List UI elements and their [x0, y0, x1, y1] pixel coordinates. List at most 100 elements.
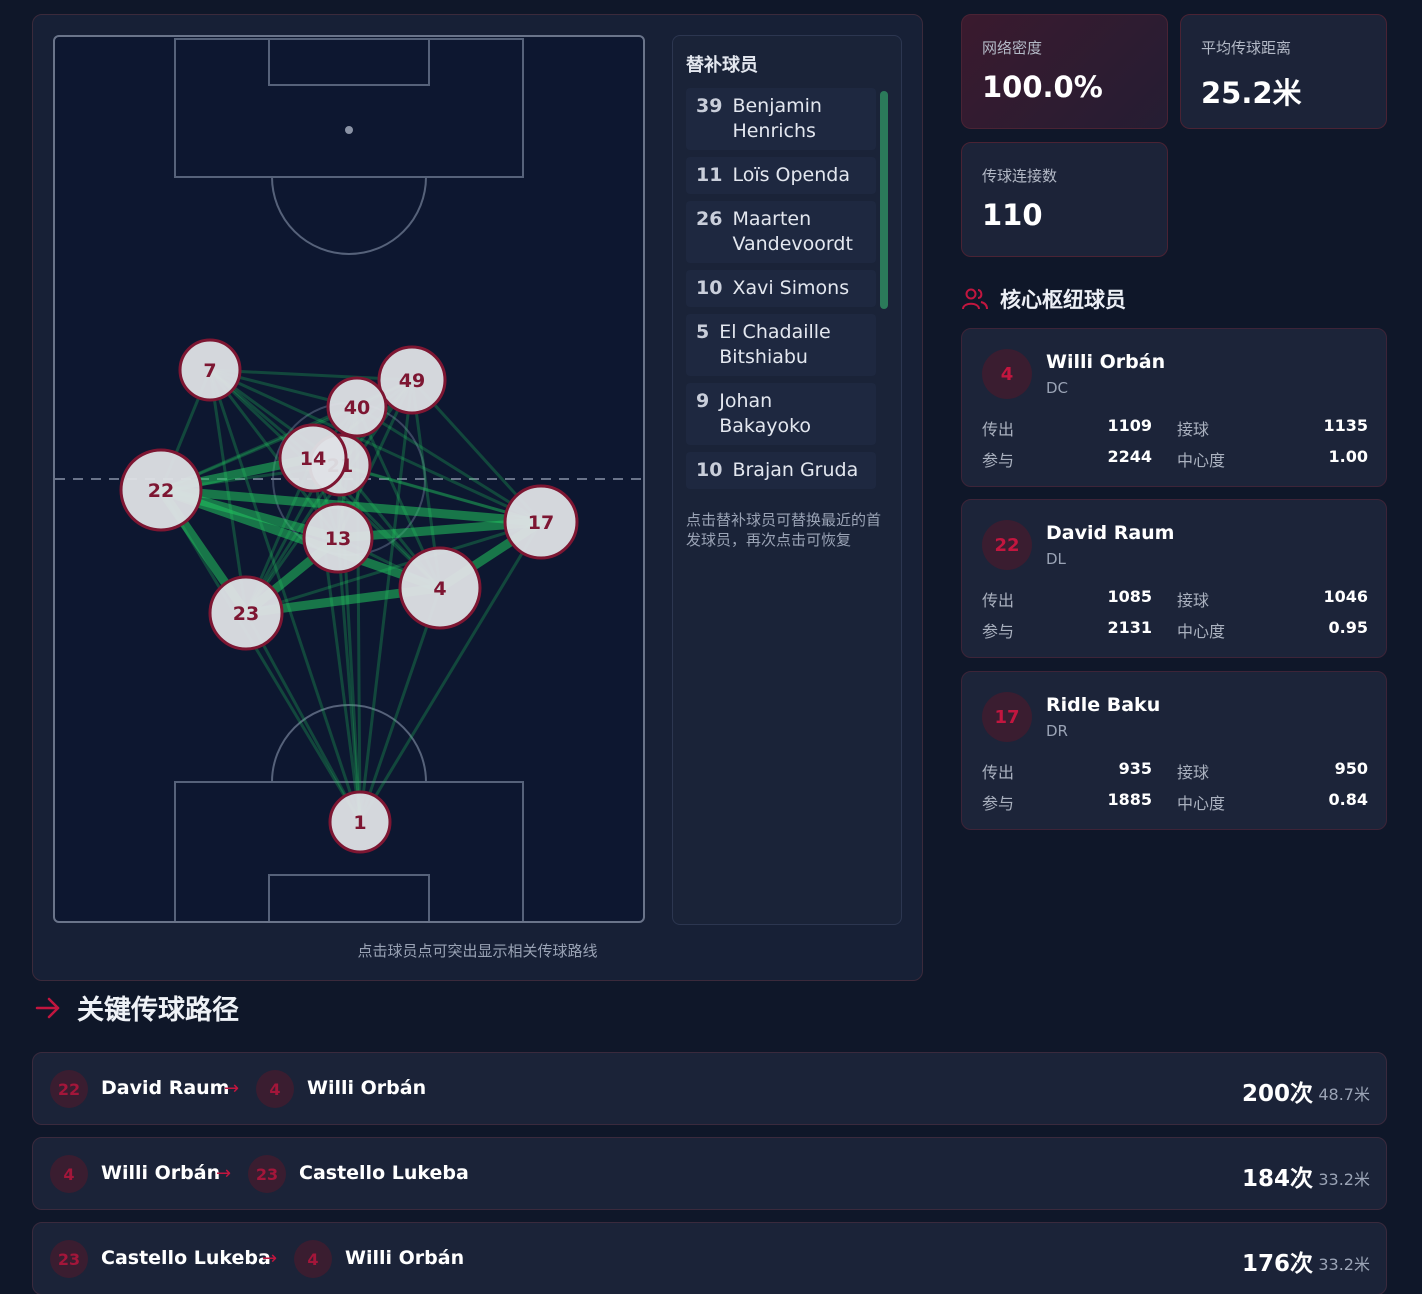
- pass-link: [244, 611, 362, 824]
- substitutes-hint: 点击替补球员可替换最近的首发球员，再次点击可恢复: [686, 511, 882, 549]
- sub-item[interactable]: 10 Brajan Gruda: [686, 452, 876, 489]
- stat-value: 100.0%: [982, 70, 1103, 104]
- player-node[interactable]: 13: [302, 502, 374, 574]
- stat-label: 平均传球距离: [1201, 39, 1292, 57]
- player-node-circle[interactable]: [302, 502, 374, 574]
- top-penalty-box: [174, 38, 524, 178]
- player-node[interactable]: 4: [398, 546, 482, 630]
- received-label: 接球: [1177, 420, 1210, 439]
- player-node-circle[interactable]: [328, 790, 392, 854]
- pass-distance: 33.2米: [1318, 1255, 1370, 1274]
- player-node-circle[interactable]: [503, 484, 579, 560]
- player-node-number: 49: [399, 370, 425, 392]
- from-player-badge: 22: [50, 1070, 88, 1108]
- from-player-badge: 23: [50, 1240, 88, 1278]
- player-node-number: 7: [203, 360, 216, 382]
- player-node-number: 13: [325, 528, 351, 550]
- passes-value: 1085: [1107, 587, 1152, 606]
- hub-stats-row: 参与 2131 中心度 0.95: [982, 618, 1368, 641]
- passes-value: 1109: [1107, 416, 1152, 435]
- player-node-number: 14: [300, 448, 326, 470]
- pass-count: 184次: [1241, 1166, 1313, 1192]
- player-node[interactable]: 22: [119, 448, 203, 532]
- top-penalty-spot: [345, 126, 353, 134]
- key-paths-title: 关键传球路径: [35, 988, 239, 1027]
- player-node[interactable]: 49: [377, 345, 447, 415]
- sub-number: 10: [696, 277, 723, 299]
- sub-name: Brajan Gruda: [732, 459, 859, 481]
- pass-distance: 33.2米: [1318, 1170, 1370, 1189]
- player-node-circle[interactable]: [178, 338, 242, 402]
- sub-item[interactable]: 9 Johan Bakayoko: [686, 383, 876, 445]
- key-paths-title-text: 关键传球路径: [77, 995, 239, 1026]
- from-player-badge: 4: [50, 1155, 88, 1193]
- arrow-right-icon: [35, 997, 60, 1018]
- centrality-label: 中心度: [1177, 451, 1226, 470]
- stat-value: 25.2米: [1201, 76, 1302, 110]
- player-number-badge: 17: [982, 692, 1032, 742]
- involvement-label: 参与: [982, 794, 1015, 813]
- pitch-markings: 7494021142217134231: [55, 38, 643, 921]
- avg-distance-stat: 平均传球距离 25.2米: [1180, 14, 1387, 129]
- pass-link: [208, 368, 543, 524]
- substitutes-list: 39 Benjamin Henrichs 11 Loïs Openda 26 Maar…: [686, 88, 876, 496]
- player-node-circle[interactable]: [119, 448, 203, 532]
- to-player-badge: 4: [294, 1240, 332, 1278]
- sub-item[interactable]: 26 Maarten Vandevoordt: [686, 201, 876, 263]
- pass-link: [244, 520, 543, 615]
- hub-title-text: 核心枢纽球员: [1000, 288, 1126, 312]
- hub-player-card[interactable]: 17 Ridle Baku DR 传出 935 接球 950 参与 1885 中…: [961, 671, 1387, 830]
- hub-stats-row: 传出 935 接球 950: [982, 759, 1368, 782]
- involvement-label: 参与: [982, 622, 1015, 641]
- player-node-circle[interactable]: [398, 546, 482, 630]
- stat-label: 网络密度: [982, 39, 1043, 57]
- sub-item[interactable]: 10 Xavi Simons: [686, 270, 876, 307]
- sub-number: 9: [696, 390, 710, 412]
- sub-name: Loïs Openda: [732, 164, 850, 186]
- to-player-badge: 4: [256, 1070, 294, 1108]
- pass-path-row[interactable]: 23 Castello Lukeba → 4 Willi Orbán 176次 …: [32, 1222, 1387, 1294]
- player-node-number: 22: [148, 480, 174, 502]
- player-node-circle[interactable]: [208, 575, 284, 651]
- player-node[interactable]: 7: [178, 338, 242, 402]
- sub-item[interactable]: 39 Benjamin Henrichs: [686, 88, 876, 150]
- sub-number: 10: [696, 459, 723, 481]
- passes-label: 传出: [982, 763, 1015, 782]
- sub-item[interactable]: 11 Loïs Openda: [686, 157, 876, 194]
- player-node-number: 17: [528, 512, 554, 534]
- player-position: DC: [1046, 379, 1069, 397]
- player-node-number: 4: [433, 578, 446, 600]
- sub-number: 39: [696, 95, 723, 117]
- received-value: 1046: [1323, 587, 1368, 606]
- player-node-number: 23: [233, 603, 259, 625]
- to-player-badge: 23: [248, 1155, 286, 1193]
- player-node[interactable]: 14: [278, 423, 348, 493]
- sub-name: El Chadaille Bitshiabu: [719, 321, 831, 368]
- pass-link: [208, 368, 362, 824]
- pass-path-row[interactable]: 4 Willi Orbán → 23 Castello Lukeba 184次 …: [32, 1137, 1387, 1210]
- player-node[interactable]: 17: [503, 484, 579, 560]
- sub-number: 11: [696, 164, 723, 186]
- from-player-name: David Raum: [101, 1077, 230, 1099]
- scrollbar-thumb[interactable]: [880, 91, 888, 309]
- hub-player-card[interactable]: 4 Willi Orbán DC 传出 1109 接球 1135 参与 2244…: [961, 328, 1387, 487]
- player-nodes[interactable]: 7494021142217134231: [119, 338, 579, 854]
- passes-value: 935: [1118, 759, 1152, 778]
- hub-player-card[interactable]: 22 David Raum DL 传出 1085 接球 1046 参与 2131…: [961, 499, 1387, 658]
- player-node-circle[interactable]: [326, 376, 388, 438]
- player-node-circle[interactable]: [377, 345, 447, 415]
- player-node[interactable]: 1: [328, 790, 392, 854]
- centrality-value: 0.84: [1328, 790, 1368, 809]
- player-node[interactable]: 23: [208, 575, 284, 651]
- sub-item[interactable]: 5 El Chadaille Bitshiabu: [686, 314, 876, 376]
- involvement-value: 1885: [1107, 790, 1152, 809]
- sub-number: 5: [696, 321, 710, 343]
- from-player-name: Willi Orbán: [101, 1162, 221, 1184]
- player-position: DL: [1046, 550, 1066, 568]
- pass-path-row[interactable]: 22 David Raum → 4 Willi Orbán 200次 48.7米: [32, 1052, 1387, 1125]
- player-node-circle[interactable]: [278, 423, 348, 493]
- centrality-label: 中心度: [1177, 794, 1226, 813]
- sub-name: Johan Bakayoko: [719, 390, 812, 437]
- player-node[interactable]: 40: [326, 376, 388, 438]
- involvement-value: 2244: [1107, 447, 1152, 466]
